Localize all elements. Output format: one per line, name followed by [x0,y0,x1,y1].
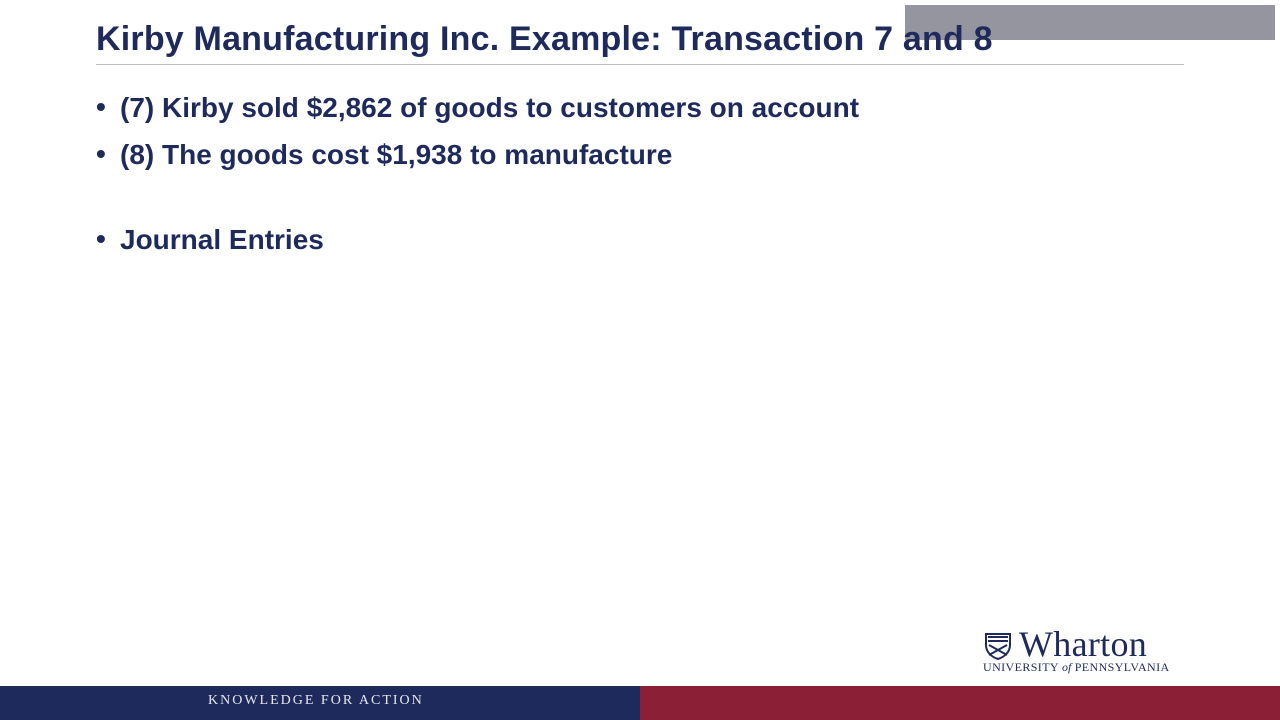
bullet-marker: • [96,91,106,122]
logo-subtitle-part3: PENNSYLVANIA [1074,660,1170,674]
bullet-text: Journal Entries [120,224,324,255]
title-divider [96,64,1184,65]
footer-right-band [640,686,1280,720]
bullet-marker: • [96,138,106,169]
logo-subtitle-part1: UNIVERSITY [983,660,1059,674]
footer-left-band: KNOWLEDGE FOR ACTION [0,686,640,720]
top-right-bar [905,5,1275,40]
bullet-item: • (8) The goods cost $1,938 to manufactu… [96,135,859,175]
bullet-item: • Journal Entries [96,220,859,260]
bullet-text: (8) The goods cost $1,938 to manufacture [120,139,673,170]
footer-tagline: KNOWLEDGE FOR ACTION [208,693,424,708]
shield-icon [985,633,1011,661]
bullet-marker: • [96,223,106,254]
wharton-logo: Wharton UNIVERSITY of PENNSYLVANIA [983,624,1188,680]
logo-wordmark: Wharton [1019,624,1148,664]
slide-title: Kirby Manufacturing Inc. Example: Transa… [96,20,993,58]
bullet-list: • (7) Kirby sold $2,862 of goods to cust… [96,88,859,260]
bullet-item: • (7) Kirby sold $2,862 of goods to cust… [96,88,859,128]
footer-bar: KNOWLEDGE FOR ACTION [0,686,1280,720]
bullet-text: (7) Kirby sold $2,862 of goods to custom… [120,92,860,123]
logo-subtitle-part2: of [1061,660,1072,674]
logo-subtitle: UNIVERSITY of PENNSYLVANIA [983,660,1170,675]
